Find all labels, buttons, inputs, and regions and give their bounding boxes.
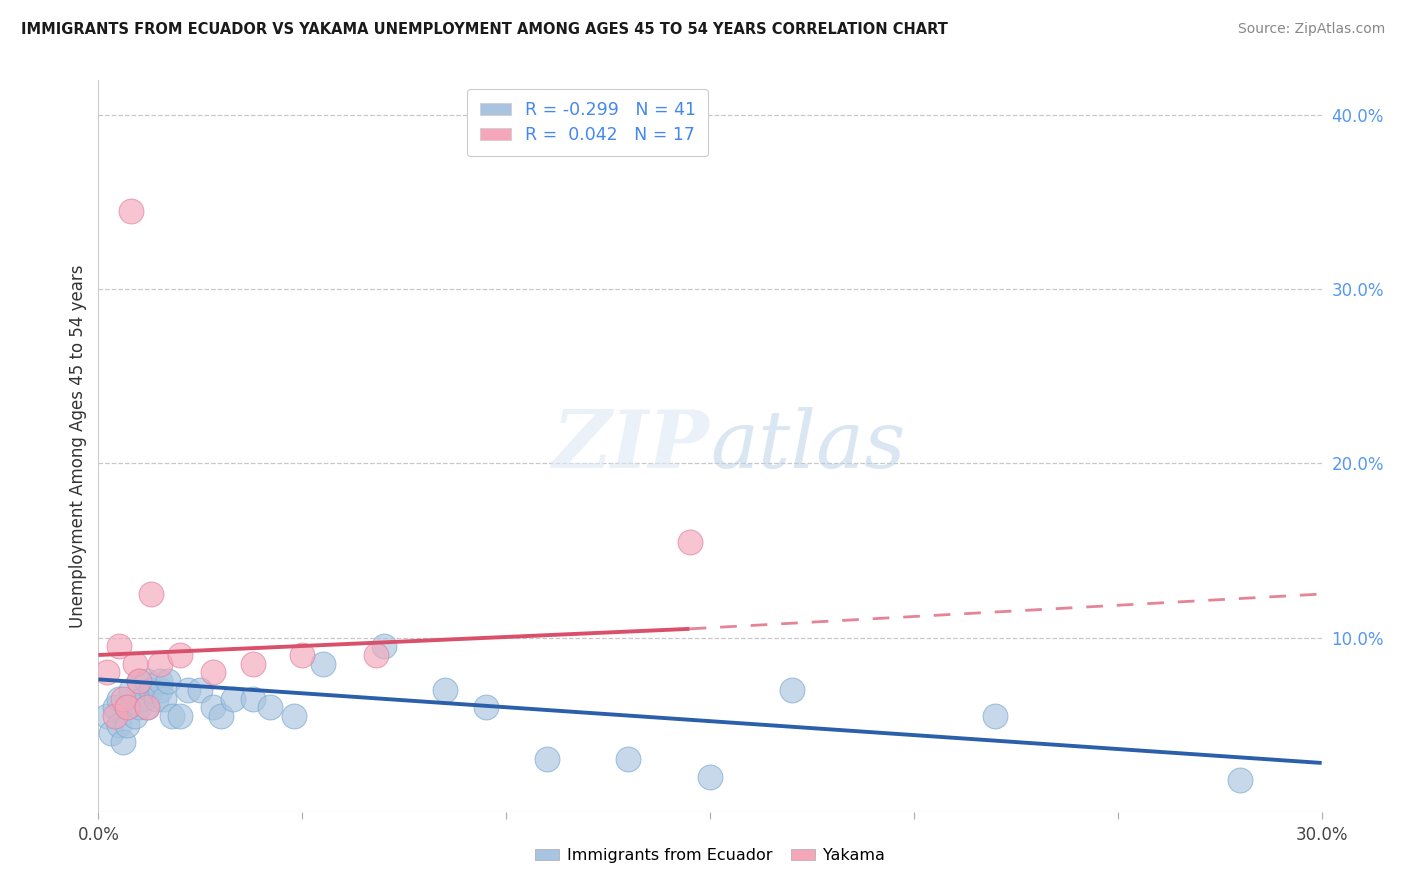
Point [201,665,224,680]
Point [149,682,172,697]
Point [536,752,558,766]
Point [141,587,163,601]
Point [169,709,191,723]
Point [242,691,264,706]
Point [111,735,134,749]
Point [120,203,142,218]
Point [111,691,134,706]
Point [145,691,167,706]
Point [132,691,155,706]
Point [96,665,118,680]
Point [373,640,395,654]
Point [699,770,721,784]
Point [100,726,122,740]
Text: IMMIGRANTS FROM ECUADOR VS YAKAMA UNEMPLOYMENT AMONG AGES 45 TO 54 YEARS CORRELA: IMMIGRANTS FROM ECUADOR VS YAKAMA UNEMPL… [21,22,948,37]
Point [108,640,131,654]
Point [136,674,159,689]
Point [364,648,387,662]
Text: atlas: atlas [710,408,905,484]
Point [96,709,118,723]
Point [128,674,150,689]
Point [984,709,1007,723]
Point [177,682,200,697]
Point [115,717,138,731]
Point [115,700,138,714]
Point [434,682,457,697]
Point [1229,773,1251,788]
Point [160,709,183,723]
Point [242,657,264,671]
Point [124,657,146,671]
Point [188,682,212,697]
Point [617,752,640,766]
Point [108,717,131,731]
Point [149,674,172,689]
Point [108,691,131,706]
Point [679,534,702,549]
Point [136,700,159,714]
Point [104,700,127,714]
Point [780,682,803,697]
Point [222,691,245,706]
Point [259,700,281,714]
Point [120,682,142,697]
Point [128,700,150,714]
Point [141,682,163,697]
Point [312,657,335,671]
Point [474,700,498,714]
Point [104,709,127,723]
Text: ZIP: ZIP [553,408,710,484]
Point [291,648,314,662]
Point [128,674,150,689]
Point [115,700,138,714]
Point [283,709,305,723]
Point [149,657,172,671]
Point [152,691,174,706]
Point [136,700,159,714]
Text: Source: ZipAtlas.com: Source: ZipAtlas.com [1237,22,1385,37]
Y-axis label: Unemployment Among Ages 45 to 54 years: Unemployment Among Ages 45 to 54 years [69,264,87,628]
Point [124,709,146,723]
Point [201,700,224,714]
Point [156,674,179,689]
Legend: Immigrants from Ecuador, Yakama: Immigrants from Ecuador, Yakama [529,842,891,870]
Point [209,709,232,723]
Point [169,648,191,662]
